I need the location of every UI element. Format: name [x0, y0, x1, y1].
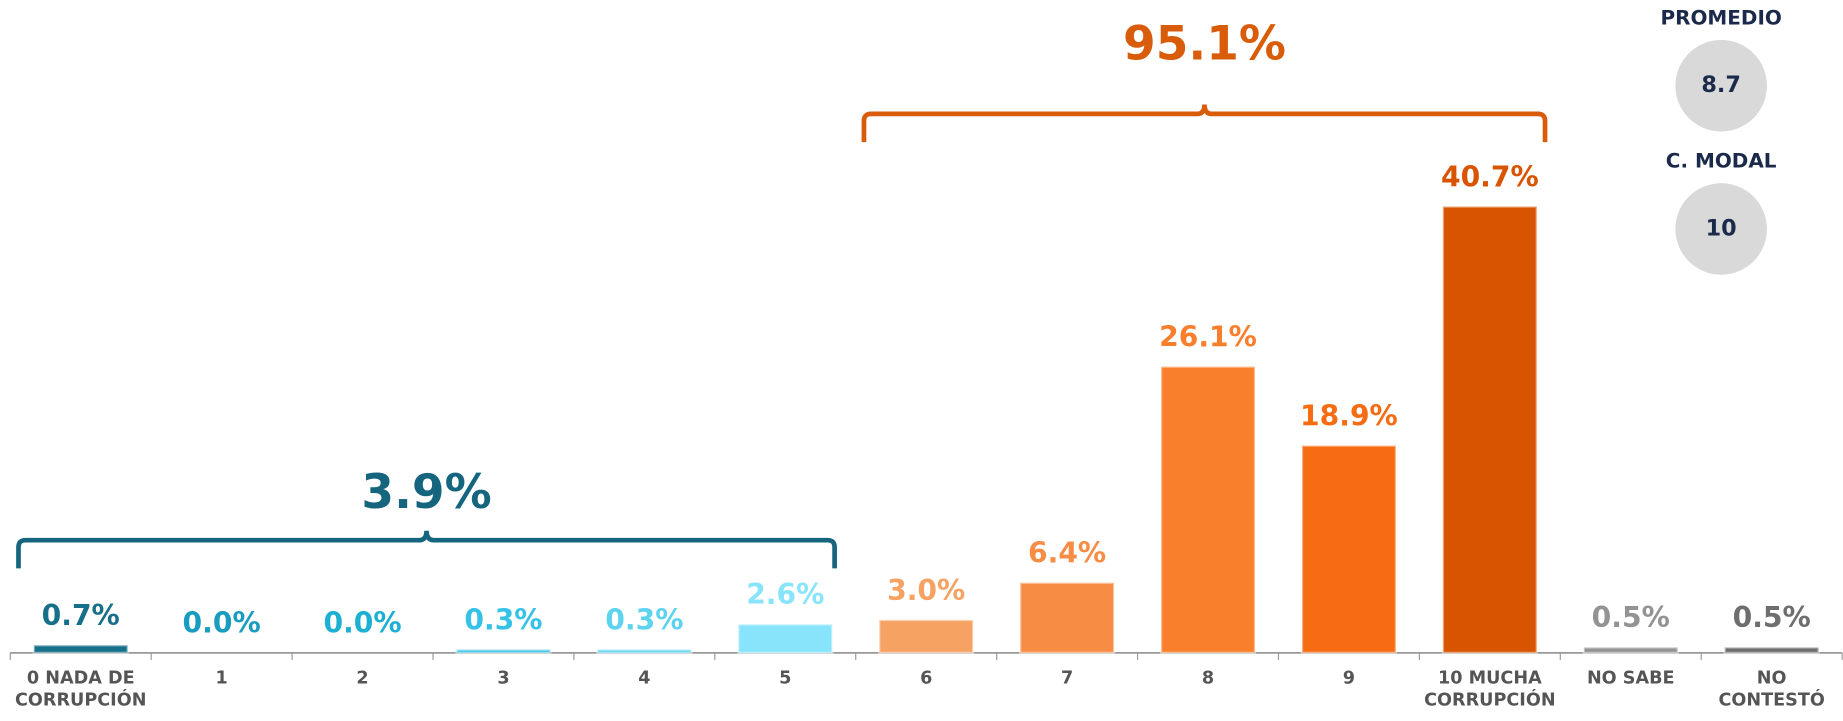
value-label: 6.4%: [1028, 537, 1106, 570]
bar: [1300, 444, 1398, 655]
x-label-box: 3: [497, 666, 510, 689]
stat-circle: [1675, 183, 1767, 275]
x-label-box: 5: [779, 666, 792, 689]
bar: [737, 623, 834, 655]
stat-label: C. MODAL: [1666, 149, 1777, 173]
x-label-box: 0 NADA DE CORRUPCIÓN: [15, 666, 147, 711]
x-tick-label: 1: [215, 666, 228, 689]
x-tick-label: 3: [497, 666, 510, 689]
x-tick-label: 0 NADA DE CORRUPCIÓN: [15, 666, 147, 711]
bracket: [861, 104, 1548, 143]
x-label-box: 8: [1201, 666, 1215, 689]
value-label: 0.5%: [1733, 601, 1811, 634]
value-label: 26.1%: [1159, 320, 1257, 353]
x-label-box: 4: [638, 666, 651, 689]
value-label: 2.6%: [746, 578, 824, 611]
x-label-box: 1: [215, 666, 228, 689]
x-tick-label: 7: [1060, 666, 1074, 689]
value-label: 0.3%: [605, 603, 683, 636]
value-label: 40.7%: [1441, 160, 1539, 193]
x-label-box: 6: [920, 666, 933, 689]
value-label: 18.9%: [1300, 399, 1398, 432]
x-label-box: NO CONTESTÓ: [1718, 666, 1825, 711]
bar: [878, 618, 975, 655]
stat-label: PROMEDIO: [1660, 5, 1781, 29]
x-tick-label: 2: [356, 666, 369, 689]
bar: [596, 648, 693, 655]
bar: [32, 644, 129, 655]
bar: [1582, 646, 1679, 655]
value-label: 0.7%: [42, 599, 120, 632]
value-label: 0.0%: [323, 607, 401, 640]
bar: [1159, 365, 1257, 655]
stat-circle: [1675, 39, 1767, 132]
bracket-label: 95.1%: [1123, 16, 1286, 71]
bar: [455, 648, 552, 655]
stat-value: 8.7: [1701, 72, 1741, 98]
x-label-box: 10 MUCHA CORRUPCIÓN: [1424, 666, 1556, 711]
x-tick-label: 9: [1342, 666, 1356, 689]
x-tick-label: NO SABE: [1586, 666, 1675, 689]
bracket: [16, 530, 837, 569]
stat-value: 10: [1706, 215, 1737, 241]
value-label: 0.0%: [183, 607, 261, 640]
bracket-label: 3.9%: [361, 465, 491, 520]
bar: [1441, 205, 1538, 655]
x-label-box: 2: [356, 666, 369, 689]
value-label: 3.0%: [887, 574, 965, 607]
bar: [1018, 581, 1116, 655]
x-tick-label: 6: [920, 666, 933, 689]
x-label-box: NO SABE: [1586, 666, 1675, 689]
value-label: 0.3%: [464, 603, 542, 636]
x-tick-label: NO CONTESTÓ: [1718, 666, 1825, 711]
x-tick-label: 8: [1201, 666, 1215, 689]
value-label: 0.5%: [1592, 601, 1670, 634]
x-tick-label: 5: [779, 666, 792, 689]
x-tick-label: 4: [638, 666, 651, 689]
bar: [1723, 646, 1820, 655]
x-label-box: 7: [1060, 666, 1074, 689]
x-label-box: 9: [1342, 666, 1356, 689]
x-tick-label: 10 MUCHA CORRUPCIÓN: [1424, 666, 1556, 711]
